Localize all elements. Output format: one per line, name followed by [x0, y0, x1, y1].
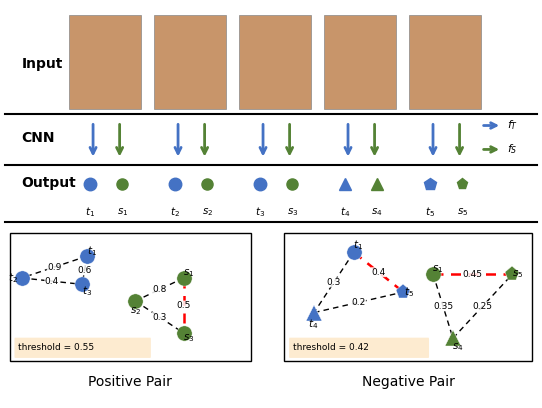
- Text: $t_{3}$: $t_{3}$: [82, 284, 92, 298]
- Text: $t_2$: $t_2$: [170, 206, 180, 220]
- Text: $s_5$: $s_5$: [456, 207, 468, 218]
- Text: 0.3: 0.3: [152, 313, 167, 322]
- Text: $s_{3}$: $s_{3}$: [183, 332, 195, 344]
- Text: $f_T$: $f_T$: [507, 119, 519, 133]
- Text: $t_3$: $t_3$: [255, 206, 266, 220]
- Text: 0.4: 0.4: [371, 268, 386, 277]
- Text: 0.3: 0.3: [327, 278, 341, 287]
- Text: threshold = 0.55: threshold = 0.55: [18, 343, 94, 352]
- Text: 0.45: 0.45: [463, 270, 483, 279]
- Text: $t_{1}$: $t_{1}$: [87, 244, 97, 258]
- FancyBboxPatch shape: [239, 15, 311, 109]
- Text: Positive Pair: Positive Pair: [88, 375, 172, 388]
- Text: Negative Pair: Negative Pair: [362, 375, 455, 388]
- FancyBboxPatch shape: [324, 15, 396, 109]
- FancyBboxPatch shape: [69, 15, 141, 109]
- Text: $s_1$: $s_1$: [117, 207, 128, 218]
- Text: $s_4$: $s_4$: [371, 207, 383, 218]
- FancyBboxPatch shape: [15, 338, 151, 358]
- Text: 0.5: 0.5: [177, 301, 191, 310]
- Text: CNN: CNN: [21, 131, 55, 145]
- Text: $t_{5}$: $t_{5}$: [404, 285, 414, 299]
- FancyBboxPatch shape: [154, 15, 226, 109]
- Text: $s_{2}$: $s_{2}$: [130, 305, 141, 317]
- Text: $t_{4}$: $t_{4}$: [308, 317, 318, 331]
- Text: 0.4: 0.4: [45, 277, 59, 286]
- Text: $s_2$: $s_2$: [202, 207, 213, 218]
- Text: 0.2: 0.2: [352, 298, 366, 307]
- Text: Input: Input: [21, 57, 63, 71]
- Text: $s_{5}$: $s_{5}$: [512, 268, 524, 280]
- Text: $t_1$: $t_1$: [86, 206, 95, 220]
- FancyBboxPatch shape: [409, 15, 481, 109]
- Text: threshold = 0.42: threshold = 0.42: [293, 343, 369, 352]
- Text: 0.6: 0.6: [78, 266, 92, 275]
- Text: $t_{2}$: $t_{2}$: [8, 271, 18, 285]
- Text: 0.35: 0.35: [433, 302, 453, 310]
- Bar: [10, 233, 251, 361]
- Text: $t_{1}$: $t_{1}$: [353, 239, 364, 253]
- Text: 0.9: 0.9: [47, 262, 62, 272]
- Text: Output: Output: [21, 176, 76, 190]
- Text: 0.25: 0.25: [473, 302, 493, 310]
- Bar: [285, 233, 532, 361]
- Text: $t_4$: $t_4$: [340, 206, 351, 220]
- Text: 0.8: 0.8: [152, 285, 167, 294]
- Text: $s_3$: $s_3$: [287, 207, 298, 218]
- Text: $t_5$: $t_5$: [425, 206, 435, 220]
- Text: $s_{1}$: $s_{1}$: [432, 263, 443, 275]
- Text: $f_S$: $f_S$: [507, 142, 518, 156]
- Text: $s_{1}$: $s_{1}$: [183, 267, 194, 279]
- FancyBboxPatch shape: [289, 338, 429, 358]
- Text: $s_{4}$: $s_{4}$: [453, 341, 464, 353]
